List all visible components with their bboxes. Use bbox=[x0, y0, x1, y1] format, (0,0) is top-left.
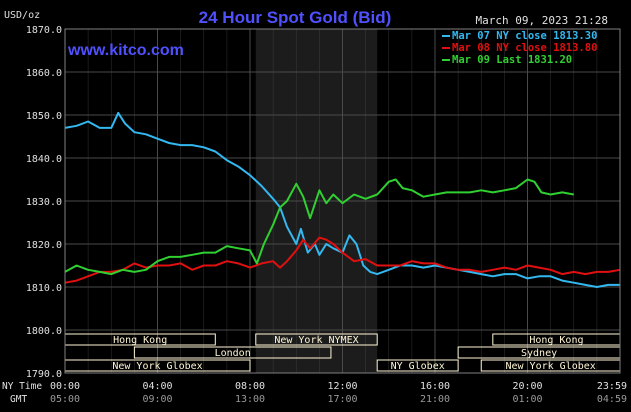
x-tick-label-ny: 20:00 bbox=[512, 381, 542, 392]
session-label: New York Globex bbox=[112, 361, 202, 372]
x-tick-label-gmt: 13:00 bbox=[235, 394, 265, 405]
date-label: March 09, 2023 21:28 bbox=[476, 14, 608, 27]
session-label: New York NYMEX bbox=[274, 335, 358, 346]
x-tick-label-ny: 23:59 bbox=[597, 381, 627, 392]
session-label: London bbox=[215, 348, 251, 359]
y-axis-ticks: 1870.0 1860.0 1850.0 1840.0 1830.0 1820.0 1810… bbox=[26, 25, 62, 380]
series-line-2 bbox=[64, 236, 621, 284]
x-tick-label-ny: 04:00 bbox=[142, 381, 172, 392]
session-bar-outline bbox=[255, 333, 378, 346]
legend-label-series-1: Mar 07 NY close 1813.30 bbox=[452, 30, 597, 42]
x-tick-label-gmt: 05:00 bbox=[50, 394, 80, 405]
session-bar: New York NYMEX bbox=[255, 333, 378, 346]
session-label: Hong Kong bbox=[113, 335, 167, 346]
chart-title: 24 Hour Spot Gold (Bid) bbox=[199, 8, 392, 27]
session-label: New York Globex bbox=[505, 361, 595, 372]
unit-label: USD/oz bbox=[4, 10, 40, 21]
session-bar: London bbox=[133, 346, 332, 359]
y-tick-label: 1850.0 bbox=[26, 111, 62, 122]
session-bar-outline bbox=[376, 359, 459, 372]
x-tick-label-ny: 00:00 bbox=[50, 381, 80, 392]
x-tick-label-gmt: 01:00 bbox=[512, 394, 542, 405]
legend: Mar 07 NY close 1813.30 Mar 08 NY close … bbox=[442, 30, 597, 66]
site-watermark: www.kitco.com bbox=[67, 42, 184, 59]
plot-frame bbox=[64, 28, 621, 374]
legend-label-series-2: Mar 08 NY close 1813.80 bbox=[452, 42, 597, 54]
y-tick-label: 1810.0 bbox=[26, 283, 62, 294]
x-axis-ticks: 00:00 04:00 08:00 12:00 16:00 20:00 23:59 05:00… bbox=[50, 381, 627, 405]
session-bar-outline bbox=[133, 346, 332, 359]
y-tick-label: 1870.0 bbox=[26, 25, 62, 36]
y-tick-label: 1820.0 bbox=[26, 240, 62, 251]
x-tick-label-gmt: 17:00 bbox=[327, 394, 357, 405]
y-tick-label: 1800.0 bbox=[26, 326, 62, 337]
y-tick-label: 1840.0 bbox=[26, 154, 62, 165]
x-tick-label-ny: 16:00 bbox=[420, 381, 450, 392]
session-label: NY Globex bbox=[391, 361, 445, 372]
series-line-1 bbox=[64, 111, 620, 288]
grid-lines bbox=[65, 28, 620, 374]
session-bar: NY Globex bbox=[376, 359, 459, 372]
ny-time-axis-label: NY Time bbox=[2, 381, 42, 392]
y-tick-label: 1860.0 bbox=[26, 68, 62, 79]
y-tick-label: 1790.0 bbox=[26, 369, 62, 380]
legend-label-series-3: Mar 09 Last 1831.20 bbox=[452, 54, 572, 66]
session-label: Hong Kong bbox=[529, 335, 583, 346]
price-series bbox=[64, 111, 621, 288]
x-tick-label-gmt: 04:59 bbox=[597, 394, 627, 405]
x-tick-label-gmt: 09:00 bbox=[142, 394, 172, 405]
x-tick-label-ny: 12:00 bbox=[327, 381, 357, 392]
x-tick-label-ny: 08:00 bbox=[235, 381, 265, 392]
session-label: Sydney bbox=[521, 348, 557, 359]
y-tick-label: 1830.0 bbox=[26, 197, 62, 208]
gmt-axis-label: GMT bbox=[10, 394, 27, 405]
series-line-3 bbox=[64, 178, 574, 276]
x-tick-label-gmt: 21:00 bbox=[420, 394, 450, 405]
